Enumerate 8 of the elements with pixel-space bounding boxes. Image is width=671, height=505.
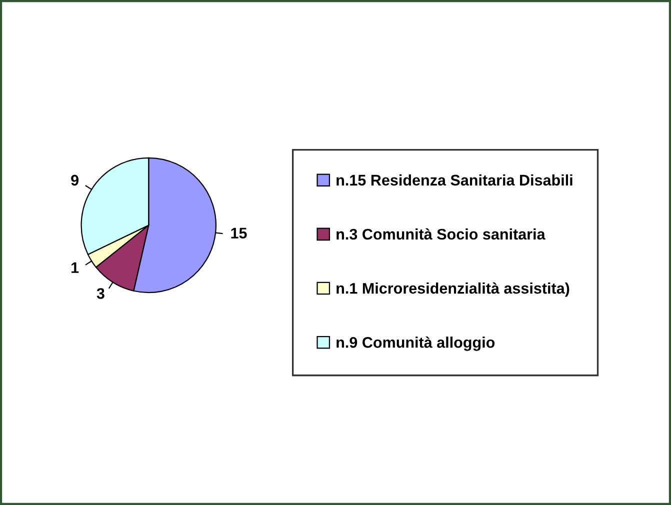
legend-label: n.1 Microresidenzialità assistita) <box>336 282 570 297</box>
legend-label: n.15 Residenza Sanitaria Disabili <box>336 174 572 186</box>
data-label: 3 <box>96 288 104 299</box>
data-label: 9 <box>71 174 79 186</box>
legend-label: n.3 Comunità Socio sanitaria <box>336 228 546 240</box>
data-label: 1 <box>72 262 79 273</box>
data-label: 15 <box>231 228 247 239</box>
legend-label: n.9 Comunità alloggio <box>336 336 495 351</box>
